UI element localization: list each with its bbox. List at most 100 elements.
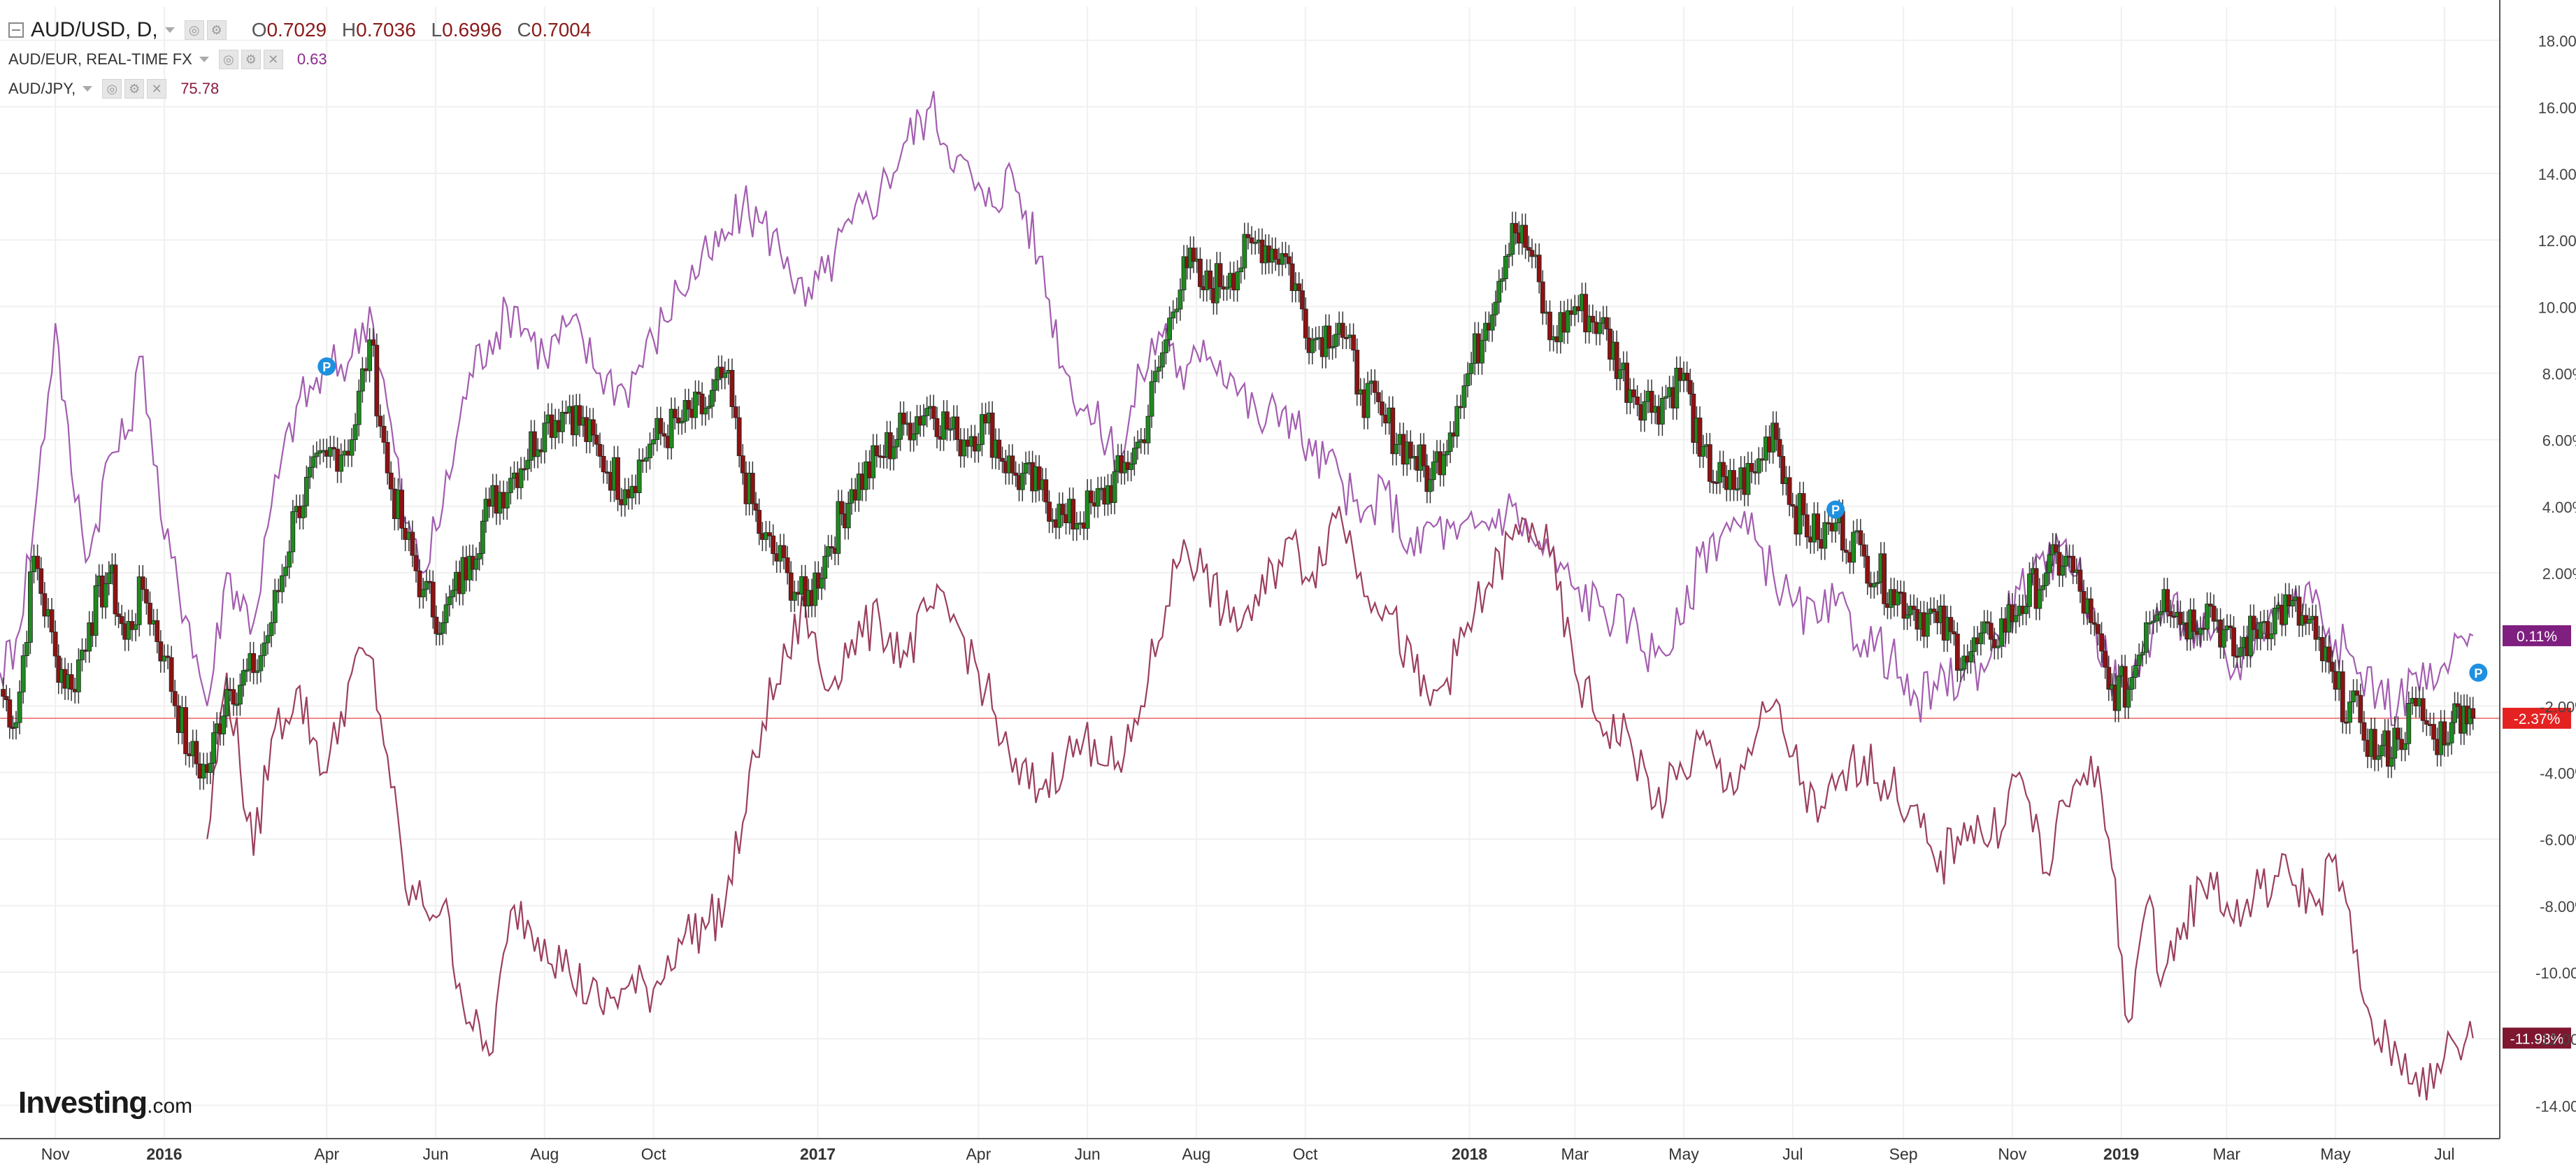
ohlc-high-key: H	[341, 19, 357, 41]
candle-down	[597, 443, 603, 457]
candle-up	[709, 390, 715, 407]
candle-down	[1631, 389, 1636, 397]
candle-down	[1043, 479, 1049, 503]
candle-down	[2088, 598, 2094, 623]
eye-icon[interactable]: ◎	[184, 20, 204, 40]
candle-down	[413, 555, 419, 571]
close-icon[interactable]: ✕	[263, 50, 283, 69]
candle-up	[1833, 522, 1838, 532]
candle-up	[1149, 381, 1154, 417]
x-tick-label: Oct	[1293, 1145, 1318, 1163]
eur-symbol-label[interactable]: AUD/EUR, REAL-TIME FX	[8, 50, 192, 68]
candle-up	[359, 368, 365, 392]
candle-down	[2358, 695, 2363, 723]
candle-down	[2420, 698, 2426, 721]
candle-up	[1480, 340, 1484, 364]
candle-down	[1721, 462, 1726, 477]
candle-down	[1583, 294, 1588, 333]
candle-down	[1424, 465, 1430, 492]
candle-down	[1273, 248, 1278, 260]
candle-up	[162, 655, 167, 662]
candle-up	[303, 476, 309, 506]
candle-down	[2470, 708, 2476, 719]
candle-up	[1674, 367, 1680, 408]
candle-down	[1731, 470, 1736, 490]
candle-up	[2248, 615, 2253, 657]
candle-up	[1465, 373, 1471, 386]
candle-down	[1687, 380, 1693, 394]
candle-down	[577, 405, 582, 426]
candle-down	[1790, 504, 1796, 507]
candle-up	[473, 558, 479, 570]
candle-up	[792, 592, 797, 601]
candle-down	[931, 406, 936, 419]
candle-down	[1000, 457, 1005, 462]
candle-down	[140, 576, 145, 590]
candle-down	[996, 439, 1002, 459]
candle-up	[668, 408, 674, 448]
candle-down	[1948, 617, 1954, 632]
candle-down	[1303, 308, 1308, 339]
x-tick-label: Aug	[1182, 1145, 1210, 1163]
ohlc-close-key: C	[517, 19, 531, 41]
candle-up	[1971, 637, 1977, 653]
candle-up	[103, 583, 108, 608]
main-symbol-label[interactable]: AUD/USD, D,	[31, 18, 158, 41]
event-marker: P	[2469, 663, 2488, 682]
candle-down	[69, 674, 74, 690]
candle-down	[767, 532, 772, 536]
y-tick-label: 18.00%	[2538, 33, 2576, 50]
candle-down	[874, 445, 880, 457]
eye-icon[interactable]: ◎	[218, 50, 238, 69]
eye-icon[interactable]: ◎	[102, 79, 122, 99]
candle-down	[1801, 493, 1806, 515]
gridlines	[0, 7, 2500, 1139]
candle-down	[661, 433, 667, 437]
candle-up	[1496, 280, 1502, 303]
y-tick-label: 10.00%	[2538, 299, 2576, 316]
candle-up	[20, 655, 26, 692]
candle-up	[2406, 702, 2412, 744]
candle-down	[1954, 634, 1960, 671]
jpy-symbol-label[interactable]: AUD/JPY,	[8, 80, 76, 97]
close-icon[interactable]: ✕	[147, 79, 167, 99]
aud-jpy-series-line	[206, 506, 2474, 1101]
chevron-down-icon[interactable]	[199, 57, 209, 62]
candle-up	[1444, 451, 1450, 455]
candle-down	[2106, 667, 2112, 690]
candle-up	[290, 511, 296, 553]
candle-up	[1454, 406, 1460, 437]
candle-down	[381, 426, 387, 443]
gear-icon[interactable]: ⚙	[124, 79, 145, 99]
candle-down	[601, 456, 606, 473]
chevron-down-icon[interactable]	[164, 27, 175, 33]
chevron-down-icon[interactable]	[83, 86, 93, 92]
candle-down	[1390, 407, 1396, 455]
candle-up	[2375, 755, 2381, 760]
candle-up	[1895, 591, 1900, 606]
event-marker-label: P	[322, 360, 331, 374]
candle-up	[1431, 462, 1436, 480]
candle-up	[437, 633, 443, 635]
x-tick-label: Jun	[1075, 1145, 1101, 1163]
candle-up	[265, 635, 271, 643]
candle-up	[819, 578, 824, 589]
ohlc-open-value: 0.7029	[266, 19, 327, 41]
candle-down	[1283, 253, 1288, 257]
candle-up	[1365, 383, 1371, 418]
candle-down	[696, 392, 701, 394]
candle-up	[1978, 632, 1984, 644]
gear-icon[interactable]: ⚙	[206, 20, 227, 40]
candle-up	[1057, 504, 1062, 528]
candle-up	[2272, 607, 2277, 634]
candle-down	[1340, 322, 1345, 338]
collapse-icon[interactable]	[8, 22, 24, 38]
candle-down	[3, 696, 9, 700]
candle-up	[1642, 401, 1647, 421]
candle-up	[836, 501, 841, 554]
candle-up	[13, 722, 19, 729]
gear-icon[interactable]: ⚙	[241, 50, 261, 69]
candle-up	[1503, 256, 1508, 280]
